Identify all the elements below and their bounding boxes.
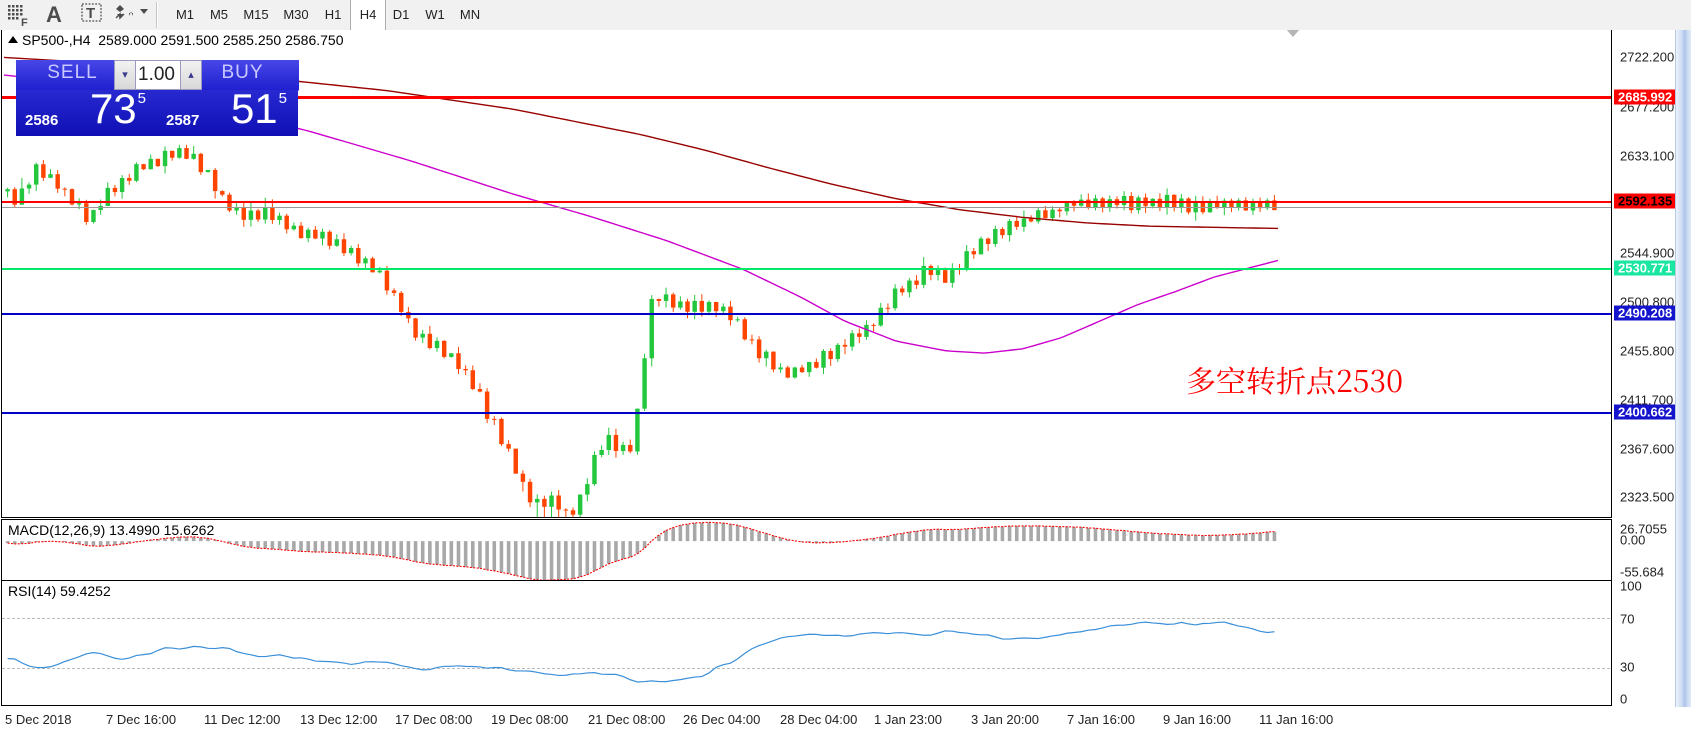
svg-text:T: T (86, 5, 95, 22)
svg-text:F: F (21, 17, 28, 27)
